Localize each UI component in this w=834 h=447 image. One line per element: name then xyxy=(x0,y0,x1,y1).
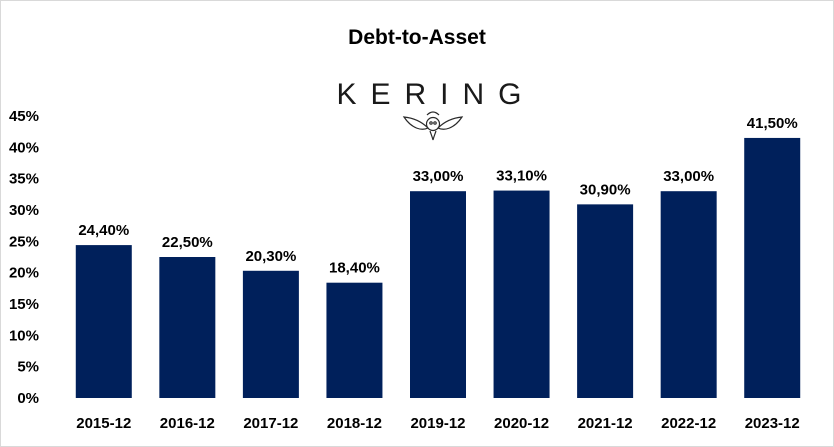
kering-logo: KERING xyxy=(336,78,535,141)
bars xyxy=(75,137,801,398)
data-label-2018-12: 18,40% xyxy=(329,260,380,277)
x-tick-label: 2019-12 xyxy=(410,415,465,432)
data-label-2023-12: 41,50% xyxy=(747,115,798,132)
bar-2019-12 xyxy=(410,191,466,398)
x-tick-label: 2017-12 xyxy=(243,415,298,432)
chart-title: Debt-to-Asset xyxy=(348,26,486,49)
y-tick-label: 35% xyxy=(9,171,39,188)
data-label-2019-12: 33,00% xyxy=(413,168,464,185)
x-tick-label: 2023-12 xyxy=(745,415,800,432)
x-axis: 2015-12 2016-12 2017-12 2018-12 2019-12 2020-… xyxy=(76,415,800,432)
bar-2018-12 xyxy=(326,282,383,398)
bar-2021-12 xyxy=(577,204,634,398)
data-label-2021-12: 30,90% xyxy=(580,181,631,198)
y-tick-label: 40% xyxy=(9,139,39,156)
bar-2023-12 xyxy=(744,137,801,398)
bar-2022-12 xyxy=(660,191,717,398)
data-label-2020-12: 33,10% xyxy=(496,168,547,185)
y-tick-label: 15% xyxy=(9,296,39,313)
x-tick-label: 2015-12 xyxy=(76,415,131,432)
y-tick-label: 0% xyxy=(17,390,39,407)
y-tick-label: 25% xyxy=(9,233,39,250)
bar-2015-12 xyxy=(75,245,132,398)
kering-logo-text: KERING xyxy=(336,78,535,111)
bar-2020-12 xyxy=(493,190,550,398)
kering-owl-emblem-icon xyxy=(402,111,464,141)
x-tick-label: 2021-12 xyxy=(578,415,633,432)
y-tick-label: 20% xyxy=(9,265,39,282)
x-tick-label: 2016-12 xyxy=(160,415,215,432)
bar-2017-12 xyxy=(242,270,299,398)
bar-2016-12 xyxy=(159,257,216,398)
x-tick-label: 2022-12 xyxy=(661,415,716,432)
x-tick-label: 2020-12 xyxy=(494,415,549,432)
data-label-2016-12: 22,50% xyxy=(162,234,213,251)
data-labels: 24,40% 22,50% 20,30% 18,40% 33,00% 33,10% 30,9… xyxy=(78,115,797,277)
x-tick-label: 2018-12 xyxy=(327,415,382,432)
y-axis: 0% 5% 10% 15% 20% 25% 30% 35% 40% 45% xyxy=(9,108,39,407)
data-label-2022-12: 33,00% xyxy=(663,168,714,185)
data-label-2015-12: 24,40% xyxy=(78,222,129,239)
y-tick-label: 5% xyxy=(17,359,39,376)
y-tick-label: 45% xyxy=(9,108,39,125)
data-label-2017-12: 20,30% xyxy=(245,248,296,265)
y-tick-label: 10% xyxy=(9,327,39,344)
y-tick-label: 30% xyxy=(9,202,39,219)
